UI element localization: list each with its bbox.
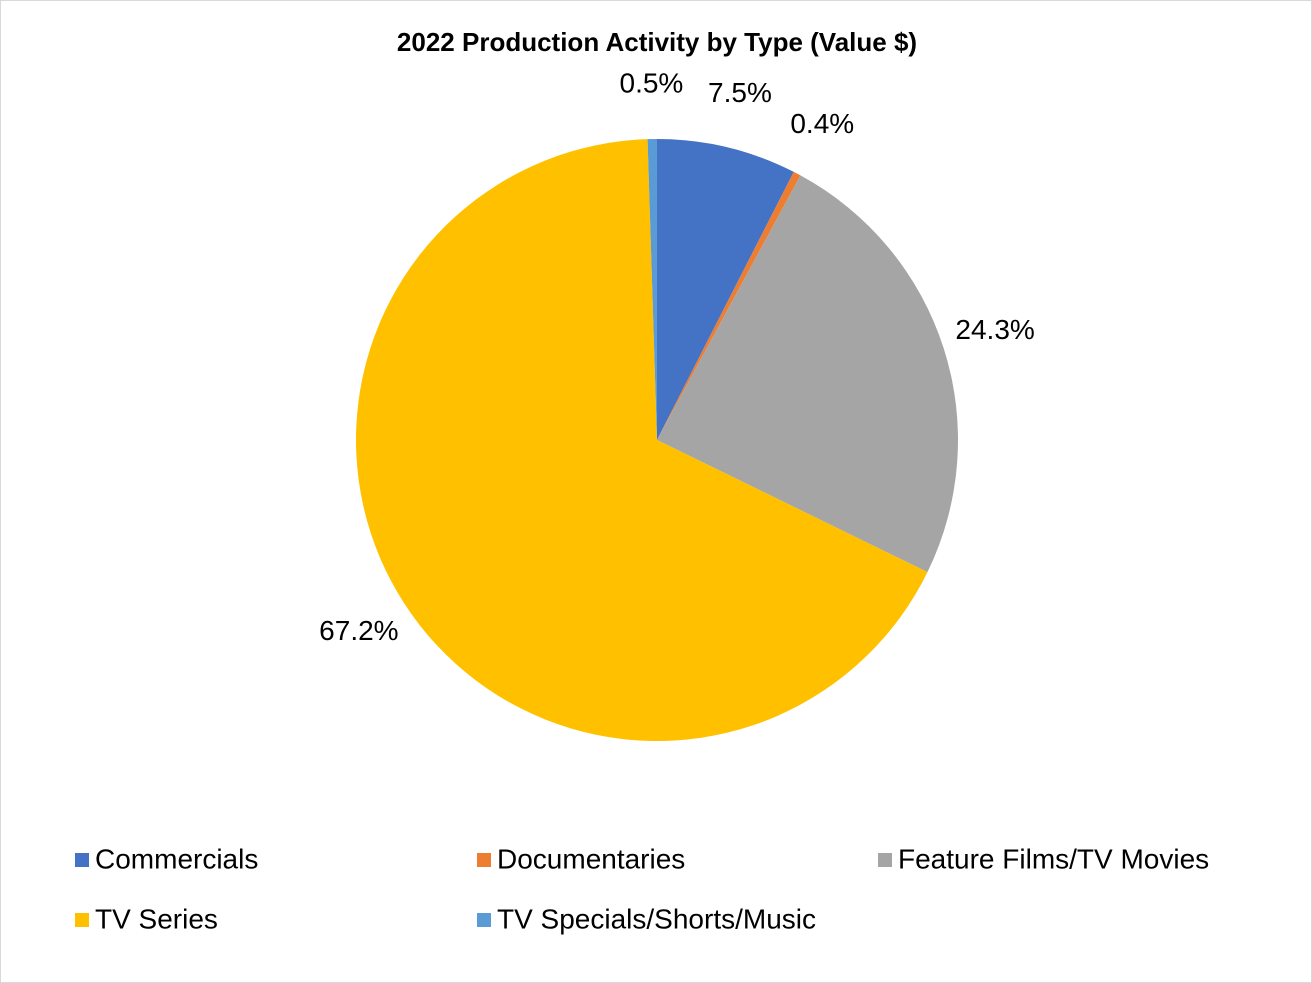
pie-slice — [355, 139, 928, 741]
legend-swatch — [878, 853, 892, 867]
legend-label: Documentaries — [497, 843, 685, 874]
legend-swatch — [75, 853, 89, 867]
data-label: 0.4% — [790, 108, 854, 139]
data-label: 24.3% — [955, 314, 1034, 345]
pie-slice — [647, 139, 657, 440]
legend-label: TV Series — [95, 903, 218, 934]
pie-slice — [657, 139, 794, 440]
legend-label: Feature Films/TV Movies — [898, 843, 1209, 874]
legend-swatch — [477, 913, 491, 927]
legend-label: TV Specials/Shorts/Music — [497, 903, 816, 934]
data-label: 67.2% — [319, 615, 398, 646]
chart-title: 2022 Production Activity by Type (Value … — [397, 27, 917, 57]
legend-label: Commercials — [95, 843, 258, 874]
legend-swatch — [477, 853, 491, 867]
legend-swatch — [75, 913, 89, 927]
pie-slice — [657, 171, 801, 440]
pie-slice — [657, 175, 958, 573]
data-label: 7.5% — [708, 77, 772, 108]
data-label: 0.5% — [620, 67, 684, 98]
